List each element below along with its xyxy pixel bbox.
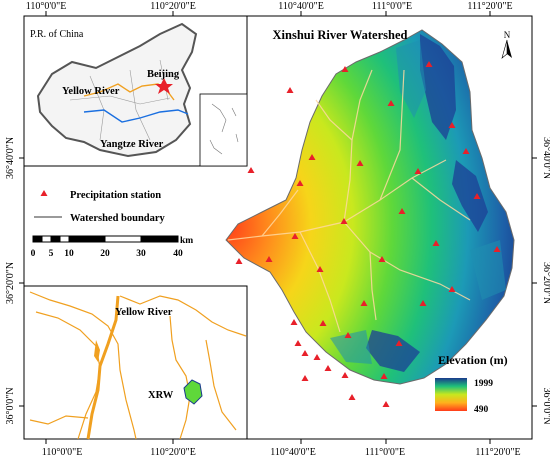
scale-tick-10: 10	[64, 249, 74, 259]
elevation-max: 1999	[474, 379, 493, 389]
lat-left-2: 36°20'0"N	[5, 262, 16, 304]
yellow-river-label: Yellow River	[62, 86, 120, 97]
china-inset	[23, 15, 248, 167]
lat-right-2: 36°20'0"N	[541, 262, 550, 304]
elevation-min: 490	[474, 405, 489, 415]
beijing-label: Beijing	[147, 69, 180, 80]
scale-bar	[32, 235, 179, 243]
scale-tick-0: 0	[31, 249, 36, 259]
lat-left-1: 36°40'0"N	[5, 137, 16, 179]
legend-station-label: Precipitation station	[70, 190, 161, 201]
scale-tick-20: 20	[100, 249, 110, 259]
scale-tick-40: 40	[173, 249, 183, 259]
lon-bottom-3: 110°40'0"E	[270, 447, 316, 458]
lon-bottom-4: 111°0'0"E	[365, 447, 405, 458]
lon-top-2: 110°20'0"E	[150, 1, 196, 12]
station-legend-icon	[40, 190, 48, 196]
lat-left-3: 36°0'0"N	[5, 387, 16, 424]
elevation-title: Elevation (m)	[438, 353, 508, 367]
location-inset	[23, 285, 248, 440]
legend-boundary-label: Watershed boundary	[70, 213, 166, 224]
graticule-ticks	[19, 11, 537, 444]
legend: Precipitation station Watershed boundary…	[31, 190, 193, 259]
north-label: N	[504, 30, 511, 40]
china-label: P.R. of China	[30, 29, 84, 40]
lon-top-4: 111°0'0"E	[372, 1, 412, 12]
mid-ridges	[330, 40, 506, 364]
map-title: Xinshui River Watershed	[273, 28, 408, 42]
scale-unit: km	[180, 236, 193, 246]
location-river-label: Yellow River	[115, 307, 173, 318]
lon-top-1: 110°0'0"E	[26, 1, 67, 12]
lat-right-1: 36°40'0"N	[541, 137, 550, 179]
scale-tick-30: 30	[136, 249, 146, 259]
precipitation-stations	[235, 61, 501, 407]
lon-bottom-2: 110°20'0"E	[150, 447, 196, 458]
xrw-label: XRW	[148, 390, 174, 401]
elevation-ramp	[435, 378, 467, 411]
lat-right-3: 36°0'0"N	[541, 387, 550, 424]
scale-tick-5: 5	[49, 249, 54, 259]
north-arrow-icon	[501, 39, 512, 59]
drainage-network	[227, 69, 471, 333]
lon-top-5: 111°20'0"E	[467, 1, 512, 12]
lon-bottom-1: 110°0'0"E	[42, 447, 83, 458]
high-ridges	[366, 34, 488, 372]
lon-top-3: 110°40'0"E	[278, 1, 324, 12]
lon-bottom-5: 111°20'0"E	[475, 447, 520, 458]
yangtze-river-label: Yangtze River	[100, 139, 164, 150]
